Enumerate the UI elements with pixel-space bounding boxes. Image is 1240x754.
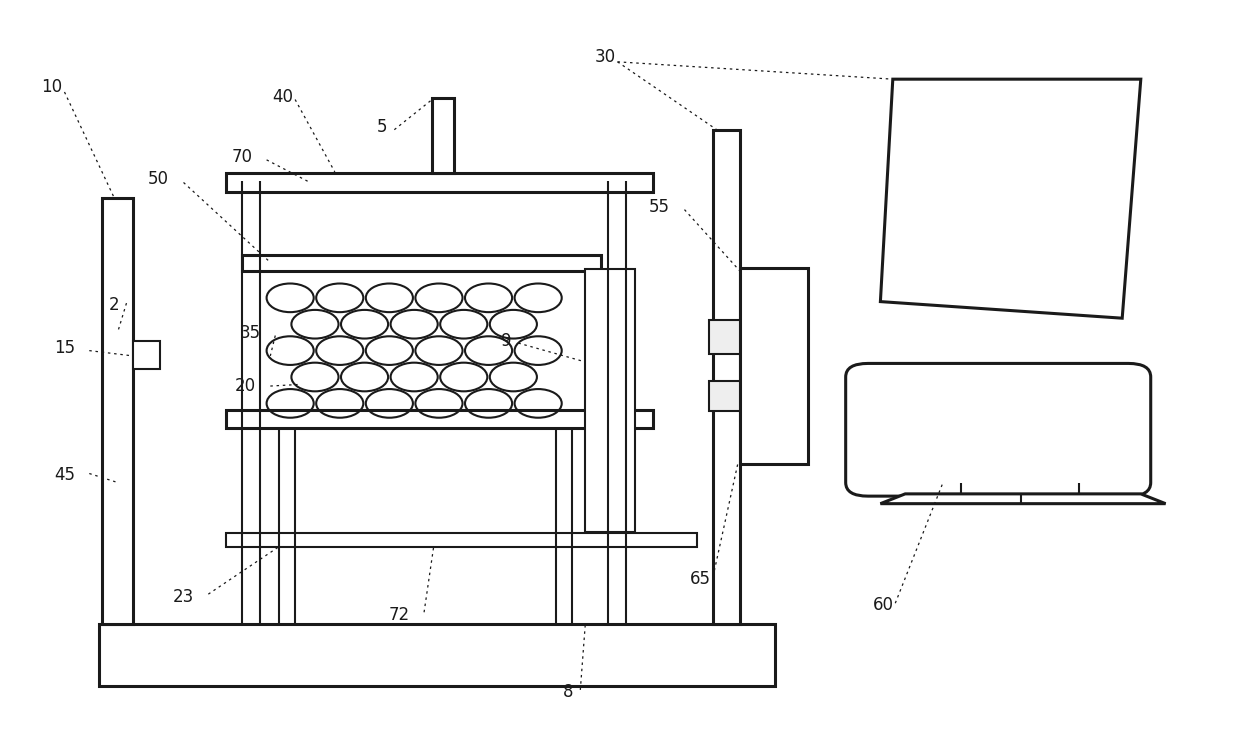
Text: 15: 15 bbox=[53, 339, 76, 357]
Bar bbox=[709, 381, 740, 411]
Bar bbox=[226, 410, 653, 428]
Text: 60: 60 bbox=[873, 596, 893, 614]
Text: 55: 55 bbox=[650, 198, 670, 216]
Text: 20: 20 bbox=[234, 377, 257, 395]
Text: 9: 9 bbox=[501, 332, 511, 350]
Bar bbox=[713, 130, 740, 624]
Bar bbox=[102, 198, 133, 624]
Text: 30: 30 bbox=[594, 48, 616, 66]
Text: 35: 35 bbox=[239, 324, 262, 342]
Bar bbox=[242, 255, 601, 271]
Bar bbox=[226, 533, 697, 547]
Text: 72: 72 bbox=[388, 605, 410, 624]
Text: 2: 2 bbox=[109, 296, 119, 314]
Text: 23: 23 bbox=[172, 588, 195, 606]
Polygon shape bbox=[880, 494, 1166, 504]
Text: 40: 40 bbox=[273, 87, 293, 106]
Text: 10: 10 bbox=[41, 78, 63, 96]
Text: 50: 50 bbox=[149, 170, 169, 188]
Bar bbox=[226, 173, 653, 192]
Text: 70: 70 bbox=[232, 148, 252, 166]
Bar bbox=[585, 269, 635, 532]
Bar bbox=[99, 624, 775, 686]
Polygon shape bbox=[880, 79, 1141, 318]
Bar bbox=[133, 341, 160, 369]
Text: 5: 5 bbox=[377, 118, 387, 136]
Text: 65: 65 bbox=[691, 570, 711, 588]
Text: 8: 8 bbox=[563, 683, 573, 701]
FancyBboxPatch shape bbox=[846, 363, 1151, 496]
Bar bbox=[709, 320, 740, 354]
Text: 45: 45 bbox=[55, 466, 74, 484]
Bar bbox=[740, 268, 808, 464]
Bar bbox=[432, 98, 454, 173]
